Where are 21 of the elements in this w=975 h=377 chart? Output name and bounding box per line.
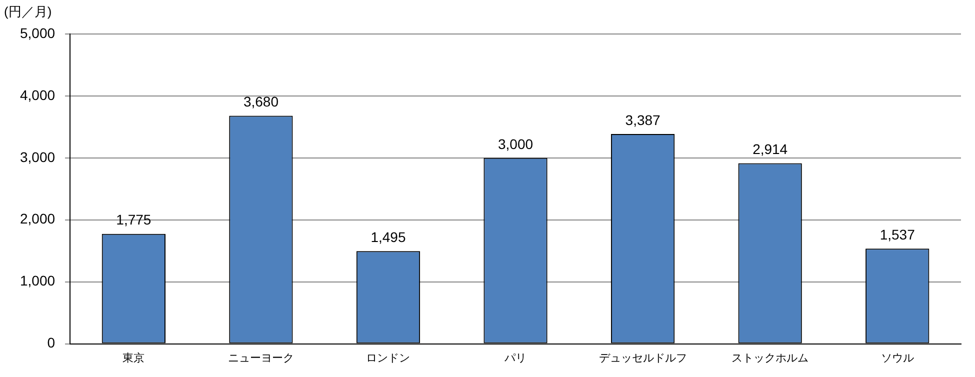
data-label: 3,680 bbox=[243, 94, 279, 110]
x-tick-label: パリ bbox=[504, 352, 527, 364]
x-tick-label: ソウル bbox=[880, 352, 914, 364]
y-tick-label: 5,000 bbox=[20, 24, 56, 41]
data-label: 1,495 bbox=[370, 229, 406, 246]
data-label: 3,387 bbox=[625, 112, 661, 128]
data-label: 3,000 bbox=[498, 136, 534, 152]
x-tick-label: デュッセルドルフ bbox=[598, 352, 687, 364]
y-tick-label: 1,000 bbox=[20, 272, 56, 289]
data-label: 1,537 bbox=[880, 226, 916, 242]
x-tick-label: 東京 bbox=[122, 351, 145, 364]
x-tick-label: ニューヨーク bbox=[228, 352, 294, 364]
y-tick-label: 0 bbox=[47, 334, 56, 351]
y-tick-label: 3,000 bbox=[20, 148, 56, 165]
y-tick-label: 2,000 bbox=[20, 210, 56, 227]
x-tick-label: ロンドン bbox=[366, 352, 410, 364]
data-label: 2,914 bbox=[752, 141, 788, 158]
x-tick-label: ストックホルム bbox=[732, 352, 809, 364]
data-label: 1,775 bbox=[116, 212, 152, 228]
y-tick-label: 4,000 bbox=[20, 86, 56, 103]
y-axis-title: (円／月) bbox=[4, 4, 52, 20]
